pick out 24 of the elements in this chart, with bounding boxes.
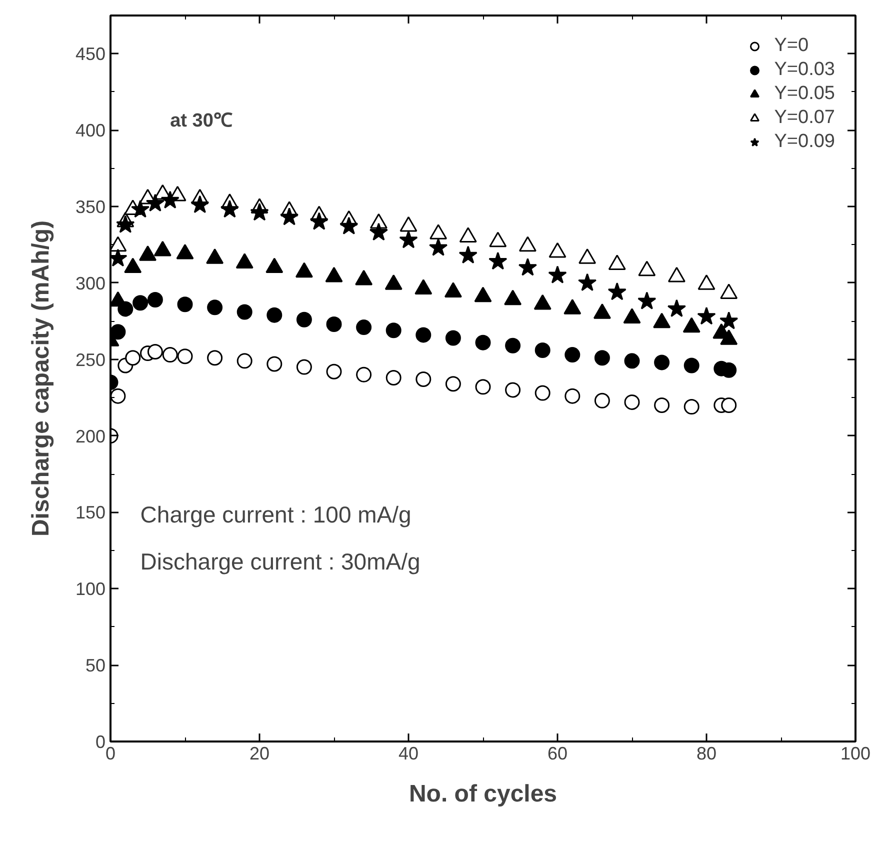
- legend-label: Y=0: [774, 35, 809, 57]
- y-tick-label: 400: [75, 120, 106, 141]
- legend-label: Y=0.03: [774, 59, 835, 81]
- x-tick-label: 60: [547, 744, 568, 764]
- x-axis-title: No. of cycles: [408, 780, 558, 808]
- annotation: at 30℃: [170, 110, 232, 132]
- x-tick-label: 100: [840, 744, 871, 764]
- annotation: Discharge current : 30mA/g: [140, 548, 420, 575]
- y-tick-label: 300: [75, 273, 106, 294]
- y-axis-title: Discharge capacity (mAh/g): [27, 220, 54, 537]
- y-tick-label: 250: [75, 350, 106, 370]
- legend-label: Y=0.07: [774, 107, 835, 129]
- y-tick-label: 450: [75, 44, 106, 64]
- x-tick-label: 40: [398, 744, 419, 764]
- x-tick-label: 20: [249, 744, 270, 764]
- legend-label: Y=0.05: [774, 83, 835, 105]
- y-tick-label: 200: [75, 426, 106, 446]
- y-tick-label: 50: [85, 656, 106, 676]
- y-tick-label: 350: [75, 197, 106, 218]
- legend-label: Y=0.09: [774, 131, 835, 153]
- y-tick-label: 100: [75, 579, 106, 600]
- y-tick-label: 150: [75, 502, 106, 523]
- annotation: Charge current : 100 mA/g: [140, 501, 412, 528]
- x-tick-label: 80: [696, 744, 717, 764]
